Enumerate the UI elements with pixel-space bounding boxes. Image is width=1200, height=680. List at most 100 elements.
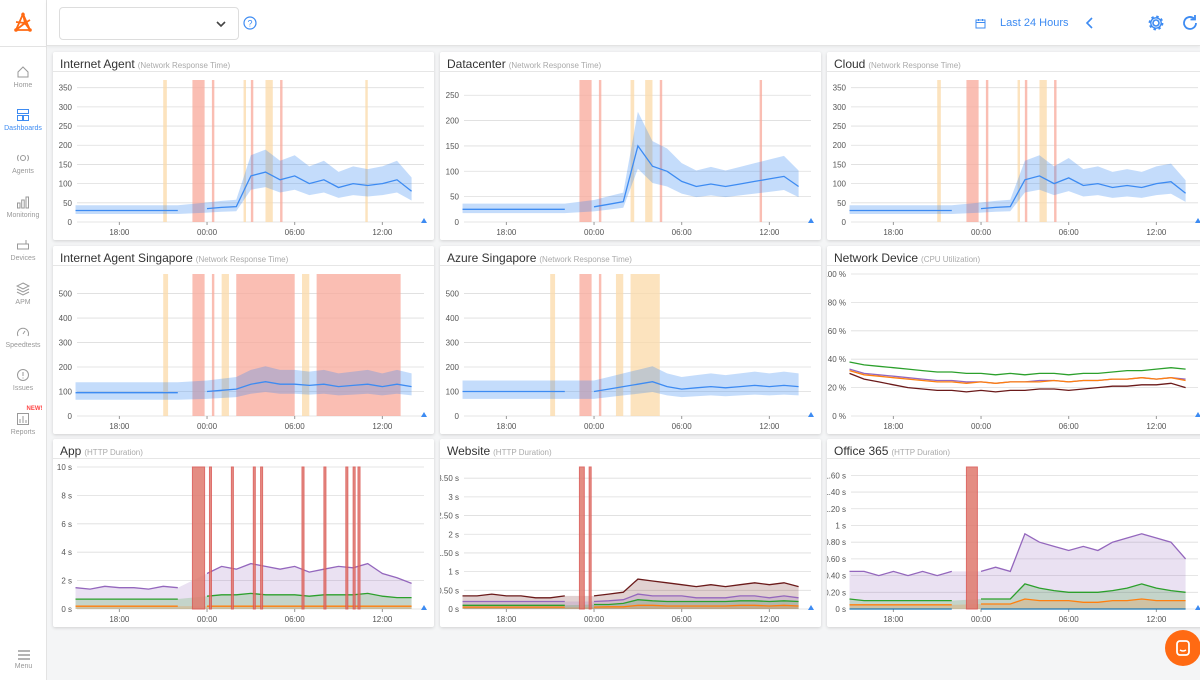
error-bar[interactable] — [323, 466, 327, 610]
critical-alert-band[interactable] — [236, 274, 295, 416]
sidebar-item-speedtests[interactable]: Speedtests — [0, 315, 47, 358]
chart-panel-datacenter[interactable]: Datacenter (Network Response Time) 0 50 100 1… — [440, 52, 821, 240]
critical-alert-band[interactable] — [316, 274, 401, 416]
error-bar[interactable] — [260, 466, 264, 610]
series-line[interactable] — [75, 562, 412, 590]
series-line[interactable] — [462, 599, 799, 606]
critical-alert-band[interactable] — [192, 80, 205, 222]
gear-icon[interactable] — [1147, 14, 1165, 32]
critical-alert-band[interactable] — [250, 80, 254, 222]
error-bar[interactable] — [208, 466, 212, 610]
chart-panel-internet-agent[interactable]: Internet Agent (Network Response Time) 0 50… — [53, 52, 434, 240]
series-line[interactable] — [849, 583, 1186, 602]
sidebar-item-reports[interactable]: Reports NEW! — [0, 402, 47, 445]
refresh-icon[interactable] — [1181, 14, 1199, 32]
warning-alert-band[interactable] — [163, 80, 167, 222]
chevron-left-icon[interactable] — [1084, 16, 1094, 30]
warning-alert-band[interactable] — [550, 274, 556, 416]
critical-alert-band[interactable] — [598, 274, 602, 416]
chat-button[interactable] — [1165, 630, 1200, 666]
time-range-selector[interactable]: Last 24 Hours — [975, 16, 1094, 30]
warning-alert-band[interactable] — [630, 80, 635, 222]
series-line[interactable] — [75, 381, 412, 394]
error-bar[interactable] — [578, 466, 585, 610]
logo[interactable] — [0, 0, 46, 47]
sidebar-item-issues[interactable]: Issues — [0, 359, 47, 402]
error-bar[interactable] — [252, 466, 256, 610]
chart-panel-app[interactable]: App (HTTP Duration) 0 s 2 s 4 s 6 s 8 s 10 s 18:… — [53, 439, 434, 627]
series-line[interactable] — [462, 144, 799, 210]
warning-alert-band[interactable] — [163, 274, 169, 416]
error-bar[interactable] — [191, 466, 206, 610]
sidebar-item-apm[interactable]: APM — [0, 272, 47, 315]
warning-alert-band[interactable] — [1017, 80, 1020, 222]
y-tick-label: 0 s — [835, 605, 846, 614]
error-bar[interactable] — [352, 466, 356, 610]
series-line[interactable] — [849, 361, 1186, 376]
chart-panel-network-device[interactable]: Network Device (CPU Utilization) 0 % 20 % 40… — [827, 246, 1200, 434]
chart: 0 s 0.50 s 1 s 1.50 s 2 s 2.50 s 3 s 3.50 s 18:0… — [440, 466, 814, 624]
x-tick-label: 06:00 — [285, 228, 306, 237]
chart-panel-website[interactable]: Website(HTTP Duration) 0 s 0.50 s 1 s 1.50 s… — [440, 439, 821, 627]
y-tick-label: 100 % — [827, 270, 846, 279]
warning-alert-band[interactable] — [365, 80, 368, 222]
help-icon[interactable]: ? — [243, 16, 257, 30]
chart-panel-azure-singapore[interactable]: Azure Singapore (Network Response Time) 0 1… — [440, 246, 821, 434]
critical-alert-band[interactable] — [579, 274, 592, 416]
chart-panel-cloud[interactable]: Cloud (Network Response Time) 0 50 100 150 200… — [827, 52, 1200, 240]
series-line[interactable] — [75, 592, 412, 600]
critical-alert-band[interactable] — [1054, 80, 1057, 222]
chart-panel-internet-agent-singapore[interactable]: Internet Agent Singapore (Network Respons… — [53, 246, 434, 434]
warning-alert-band[interactable] — [645, 80, 653, 222]
chart-panel-office-365[interactable]: Office 365(HTTP Duration) 0 s 0.20 s 0.40 s… — [827, 439, 1200, 627]
critical-alert-band[interactable] — [759, 80, 763, 222]
critical-alert-band[interactable] — [966, 80, 979, 222]
dashboard-select[interactable] — [59, 7, 239, 40]
error-bar[interactable] — [345, 466, 349, 610]
error-bar[interactable] — [301, 466, 305, 610]
sidebar-item-monitoring[interactable]: Monitoring — [0, 185, 47, 228]
series-line[interactable] — [462, 381, 799, 393]
critical-alert-band[interactable] — [192, 274, 205, 416]
series-line[interactable] — [462, 593, 799, 603]
sidebar-item-devices[interactable]: Devices — [0, 229, 47, 272]
series-line[interactable] — [849, 175, 1187, 212]
y-tick-label: 0 — [842, 218, 847, 227]
menu-button[interactable]: Menu — [0, 649, 47, 670]
error-bar[interactable] — [588, 466, 592, 610]
error-bar[interactable] — [965, 466, 978, 610]
series-line[interactable] — [462, 604, 799, 608]
series-line[interactable] — [462, 578, 799, 599]
error-bar[interactable] — [357, 466, 361, 610]
warning-alert-band[interactable] — [243, 80, 246, 222]
series-line[interactable] — [849, 369, 1186, 384]
critical-alert-band[interactable] — [659, 80, 663, 222]
critical-alert-band[interactable] — [985, 80, 989, 222]
warning-alert-band[interactable] — [302, 274, 310, 416]
critical-alert-band[interactable] — [579, 80, 592, 222]
series-line[interactable] — [849, 532, 1187, 577]
x-tick-label: 18:00 — [109, 615, 130, 624]
sidebar-item-home[interactable]: Home — [0, 55, 47, 98]
x-tick-label: 00:00 — [197, 615, 218, 624]
now-marker-icon — [421, 218, 427, 223]
critical-alert-band[interactable] — [280, 80, 283, 222]
sidebar-item-dashboards[interactable]: Dashboards — [0, 98, 47, 141]
error-bar[interactable] — [230, 466, 234, 610]
warning-alert-band[interactable] — [615, 274, 624, 416]
critical-alert-band[interactable] — [1024, 80, 1028, 222]
warning-alert-band[interactable] — [937, 80, 941, 222]
header: ? Last 24 Hours — [47, 0, 1200, 46]
warning-alert-band[interactable] — [221, 274, 229, 416]
warning-alert-band[interactable] — [630, 274, 660, 416]
now-marker-icon — [421, 605, 427, 610]
warning-alert-band[interactable] — [1039, 80, 1047, 222]
series-line[interactable] — [849, 598, 1186, 606]
critical-alert-band[interactable] — [211, 80, 215, 222]
critical-alert-band[interactable] — [598, 80, 602, 222]
sidebar-item-agents[interactable]: Agents — [0, 142, 47, 185]
series-line[interactable] — [75, 171, 413, 212]
warning-alert-band[interactable] — [265, 80, 273, 222]
critical-alert-band[interactable] — [211, 274, 215, 416]
series-line[interactable] — [849, 372, 1186, 393]
